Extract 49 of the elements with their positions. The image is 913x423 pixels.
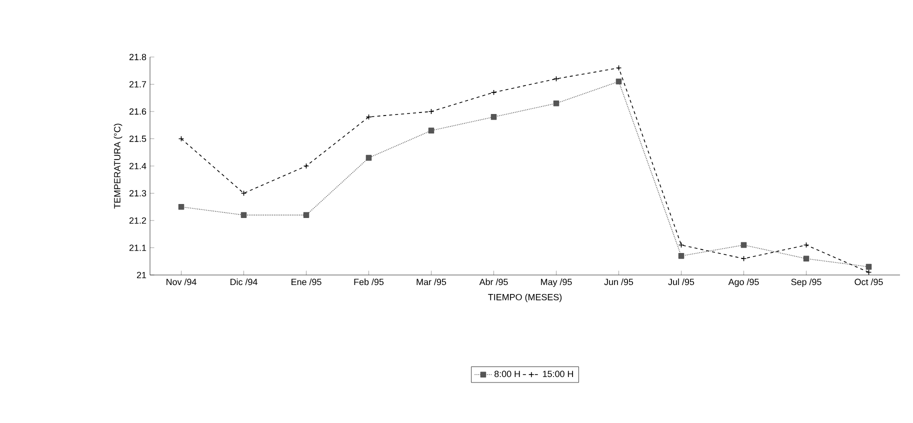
x-tick-label: Dic /94 xyxy=(230,278,258,286)
x-tick-label: Feb /95 xyxy=(354,278,384,286)
point xyxy=(240,212,247,218)
point xyxy=(866,264,872,270)
y-tick-label: 21.3 xyxy=(129,190,146,196)
point xyxy=(428,108,434,114)
x-tick-label: Jul /95 xyxy=(668,278,694,286)
y-tick-label: 21.7 xyxy=(129,81,146,88)
point xyxy=(178,204,184,210)
x-tick-label: Nov /94 xyxy=(166,278,196,286)
point xyxy=(678,253,684,259)
x-tick-label: Sep /95 xyxy=(791,278,822,287)
point xyxy=(616,78,622,84)
x-tick-label: Ago /95 xyxy=(728,278,759,287)
point xyxy=(616,65,622,71)
point xyxy=(803,256,810,262)
point xyxy=(366,154,372,161)
x-tick-label: Mar /95 xyxy=(416,278,446,286)
point xyxy=(240,190,247,196)
point xyxy=(428,128,434,134)
point xyxy=(740,256,747,262)
point xyxy=(803,242,810,248)
point xyxy=(490,114,497,120)
point xyxy=(178,136,184,142)
x-tick-label: Jun /95 xyxy=(604,278,634,286)
y-tick-label: 21.1 xyxy=(129,244,146,251)
y-tick-label: 21.2 xyxy=(129,217,146,224)
y-tick-label: 21.8 xyxy=(129,54,146,60)
y-tick-label: 21.6 xyxy=(129,108,146,115)
y-tick-label: 21.5 xyxy=(129,136,146,142)
point xyxy=(303,163,310,169)
point xyxy=(490,90,497,96)
y-axis-title: TEMPERATURA (°C) xyxy=(114,124,122,209)
x-axis-title: TIEMPO (MESES) xyxy=(488,294,562,302)
legend-label: 15:00 H xyxy=(542,370,573,378)
legend-label: 8:00 H xyxy=(494,370,520,378)
x-tick-label: Ene /95 xyxy=(292,278,322,286)
point xyxy=(553,100,560,106)
point xyxy=(553,76,560,82)
point xyxy=(303,212,310,218)
x-tick-label: May /95 xyxy=(541,278,572,287)
point xyxy=(366,114,372,120)
x-tick-label: Oct /95 xyxy=(854,278,883,286)
point xyxy=(866,269,872,276)
x-tick-label: Abr /95 xyxy=(479,278,508,286)
y-tick-label: 21 xyxy=(136,272,146,278)
y-tick-label: 21.4 xyxy=(129,162,146,170)
point xyxy=(678,242,684,248)
point xyxy=(740,242,747,248)
